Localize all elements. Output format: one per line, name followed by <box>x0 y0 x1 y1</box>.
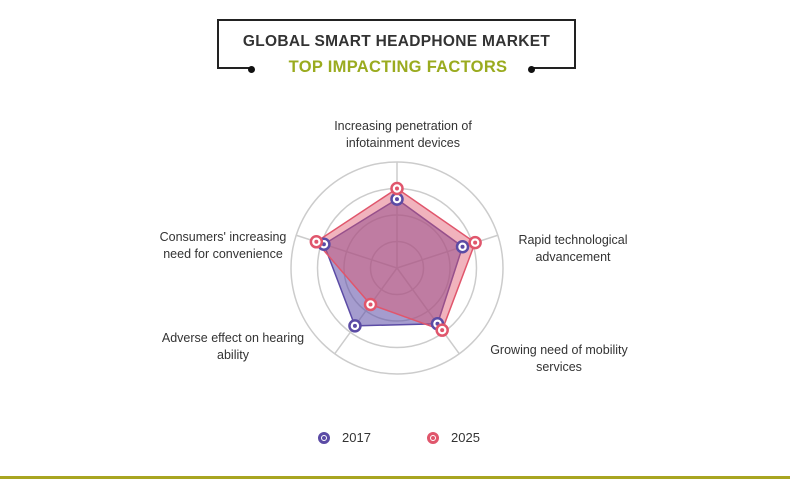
legend-label-2025: 2025 <box>451 430 480 445</box>
axis-label-technological-line1: Rapid technological <box>518 233 628 247</box>
point-center-2025-0 <box>395 186 399 191</box>
legend-2025: 2025 <box>427 430 480 445</box>
point-center-2025-3 <box>368 302 373 307</box>
axis-label-convenience: Consumers' increasing need for convenien… <box>152 229 294 263</box>
axis-label-mobility: Growing need of mobility services <box>484 342 634 376</box>
point-center-2017-1 <box>460 244 465 249</box>
axis-label-infotainment-line1: Increasing penetration of <box>334 119 472 133</box>
title-left-dot <box>248 66 255 73</box>
axis-label-hearing-line1: Adverse effect on hearing <box>161 331 305 345</box>
chart-title: GLOBAL SMART HEADPHONE MARKET <box>242 33 551 50</box>
legend-label-2017: 2017 <box>342 430 371 445</box>
axis-label-infotainment: Increasing penetration of infotainment d… <box>330 118 476 152</box>
legend-marker-2025 <box>427 431 439 444</box>
legend-marker-2017 <box>318 431 330 444</box>
title-frame: GLOBAL SMART HEADPHONE MARKET <box>217 19 576 69</box>
point-center-2017-0 <box>395 197 399 202</box>
series-area-2025 <box>315 187 477 332</box>
axis-label-infotainment-line2: infotainment devices <box>346 136 460 150</box>
axis-label-convenience-line1: Consumers' increasing <box>159 230 287 244</box>
axis-label-convenience-line2: need for convenience <box>163 247 283 261</box>
point-center-2025-4 <box>314 239 319 244</box>
point-center-2025-2 <box>440 328 445 333</box>
axis-label-mobility-line2: services <box>536 360 582 374</box>
point-center-2017-3 <box>352 323 357 328</box>
footer-line <box>0 476 790 479</box>
axis-label-hearing-line2: ability <box>217 348 249 362</box>
axis-label-hearing: Adverse effect on hearing ability <box>157 330 309 364</box>
axis-label-technological: Rapid technological advancement <box>512 232 634 266</box>
legend-2017: 2017 <box>318 430 371 445</box>
title-right-dot <box>528 66 535 73</box>
series-area-2017 <box>322 198 464 327</box>
point-center-2025-1 <box>473 240 478 245</box>
chart-subtitle: TOP IMPACTING FACTORS <box>288 58 508 76</box>
axis-label-mobility-line1: Growing need of mobility <box>490 343 628 357</box>
axis-label-technological-line2: advancement <box>535 250 611 264</box>
